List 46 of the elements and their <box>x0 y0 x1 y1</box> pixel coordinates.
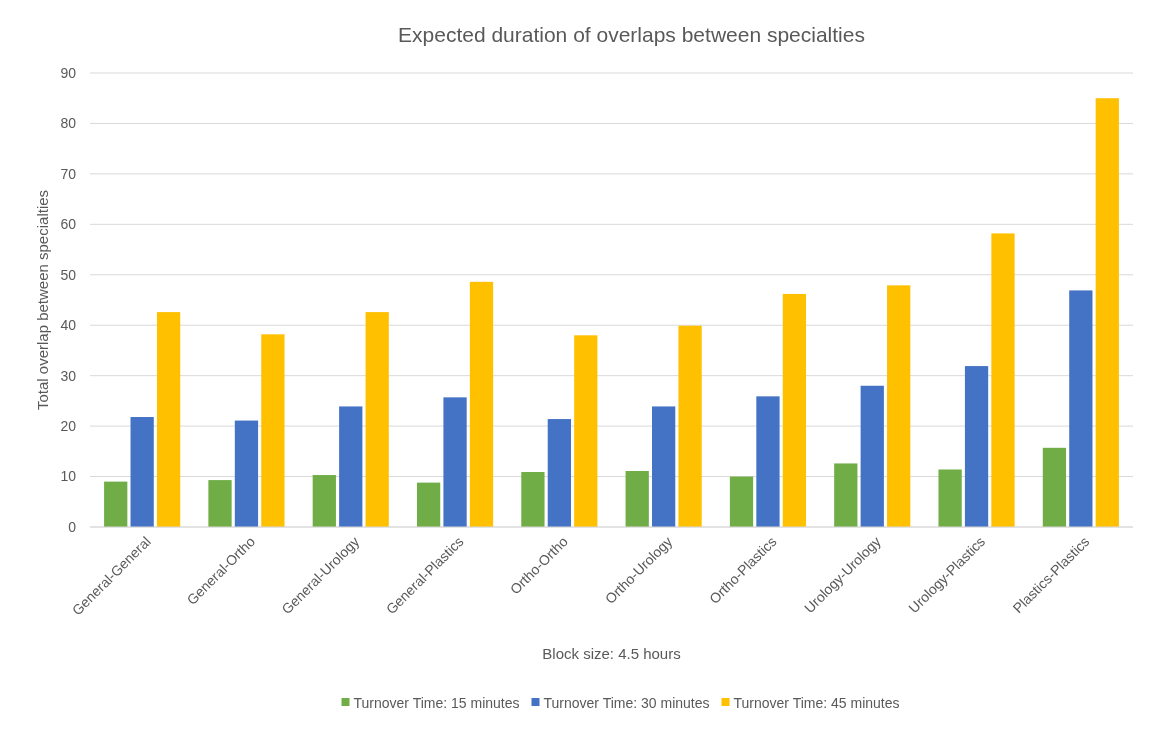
bar <box>521 472 545 527</box>
y-tick-label: 50 <box>60 266 77 283</box>
bar <box>938 469 962 527</box>
bar <box>834 463 858 527</box>
bar <box>469 281 494 527</box>
bar <box>104 481 128 527</box>
y-tick-label: 0 <box>68 518 77 535</box>
bar <box>339 406 363 527</box>
bar <box>130 417 154 527</box>
bar <box>729 476 754 527</box>
bar <box>678 325 702 527</box>
bar <box>312 475 336 527</box>
bar <box>234 420 259 527</box>
bar <box>443 397 467 527</box>
bar <box>547 419 571 527</box>
bar <box>574 335 598 527</box>
bar <box>860 385 884 527</box>
bar <box>1042 447 1067 527</box>
bar <box>416 482 441 527</box>
bar <box>991 233 1015 527</box>
bar <box>156 312 181 527</box>
bar <box>652 406 676 527</box>
bar <box>261 334 285 527</box>
bar <box>756 396 780 527</box>
bar <box>625 471 649 527</box>
bar <box>964 366 989 527</box>
y-tick-label: 30 <box>60 367 77 384</box>
y-tick-label: 70 <box>60 165 77 182</box>
y-tick-label: 40 <box>60 317 77 334</box>
bar <box>1095 98 1119 527</box>
legend-label: Turnover Time: 30 minutes <box>543 694 710 711</box>
y-tick-label: 90 <box>60 64 77 81</box>
y-tick-label: 10 <box>60 468 77 485</box>
legend-label: Turnover Time: 15 minutes <box>353 694 520 711</box>
bar <box>208 480 232 527</box>
bar <box>1069 290 1093 527</box>
y-axis-title: Total overlap between specialties <box>34 189 51 411</box>
bar <box>782 293 807 527</box>
x-axis-title: Block size: 4.5 hours <box>542 645 681 662</box>
legend-label: Turnover Time: 45 minutes <box>733 694 900 711</box>
chart-title: Expected duration of overlaps between specialties <box>398 23 865 46</box>
bar <box>887 285 911 527</box>
y-tick-label: 20 <box>60 418 77 435</box>
y-tick-label: 60 <box>60 216 77 233</box>
bar <box>365 312 389 527</box>
y-tick-label: 80 <box>60 115 77 132</box>
